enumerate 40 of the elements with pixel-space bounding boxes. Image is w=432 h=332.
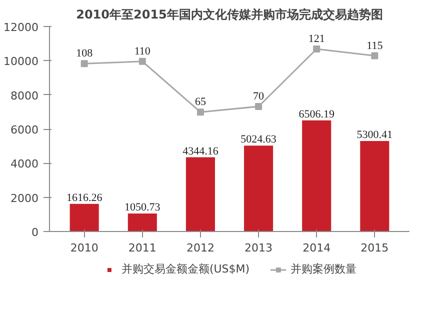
y-tick-label: 10000 xyxy=(4,55,39,68)
x-tick-label: 2015 xyxy=(360,242,389,254)
legend-label: 并购交易金额金额(US$M) xyxy=(121,262,250,276)
data-label: 1616.26 xyxy=(66,192,103,204)
point xyxy=(138,58,146,65)
data-label: 110 xyxy=(134,45,151,58)
data-label: 108 xyxy=(76,48,94,60)
bar xyxy=(302,120,332,232)
y-tick-label: 8000 xyxy=(10,89,39,102)
bar xyxy=(360,140,390,232)
point xyxy=(80,60,88,68)
data-label: 65 xyxy=(194,96,206,108)
x-tick-label: 2012 xyxy=(186,242,214,254)
point xyxy=(371,52,378,60)
data-label: 70 xyxy=(253,90,265,102)
point xyxy=(313,46,320,53)
legend-label: 并购案例数量 xyxy=(290,262,357,276)
bar xyxy=(186,157,215,232)
x-tick-label: 2011 xyxy=(128,242,156,254)
bar xyxy=(128,214,157,232)
point xyxy=(196,108,204,116)
bar xyxy=(244,146,274,232)
data-label: 5300.41 xyxy=(356,128,393,141)
data-label: 6506.19 xyxy=(298,108,335,120)
data-label: 1050.73 xyxy=(124,202,161,214)
y-tick-label: 6000 xyxy=(10,124,39,136)
x-tick-label: 2010 xyxy=(70,242,98,254)
data-label: 115 xyxy=(366,40,384,52)
point xyxy=(255,102,262,110)
x-tick-label: 2013 xyxy=(244,242,273,254)
chart-title: 2010年至2015年国内文化传媒并购市场完成交易趋势图 xyxy=(76,8,383,22)
x-tick-label: 2014 xyxy=(302,242,331,254)
y-tick-label: 2000 xyxy=(10,192,39,205)
y-tick-label: 12000 xyxy=(4,21,39,34)
y-tick-label: 4000 xyxy=(10,158,39,171)
y-tick-label: 0 xyxy=(32,226,38,239)
data-label: 5024.63 xyxy=(240,134,277,146)
data-label: 121 xyxy=(308,33,325,46)
data-label: 4344.16 xyxy=(182,145,219,158)
bar xyxy=(70,204,99,232)
